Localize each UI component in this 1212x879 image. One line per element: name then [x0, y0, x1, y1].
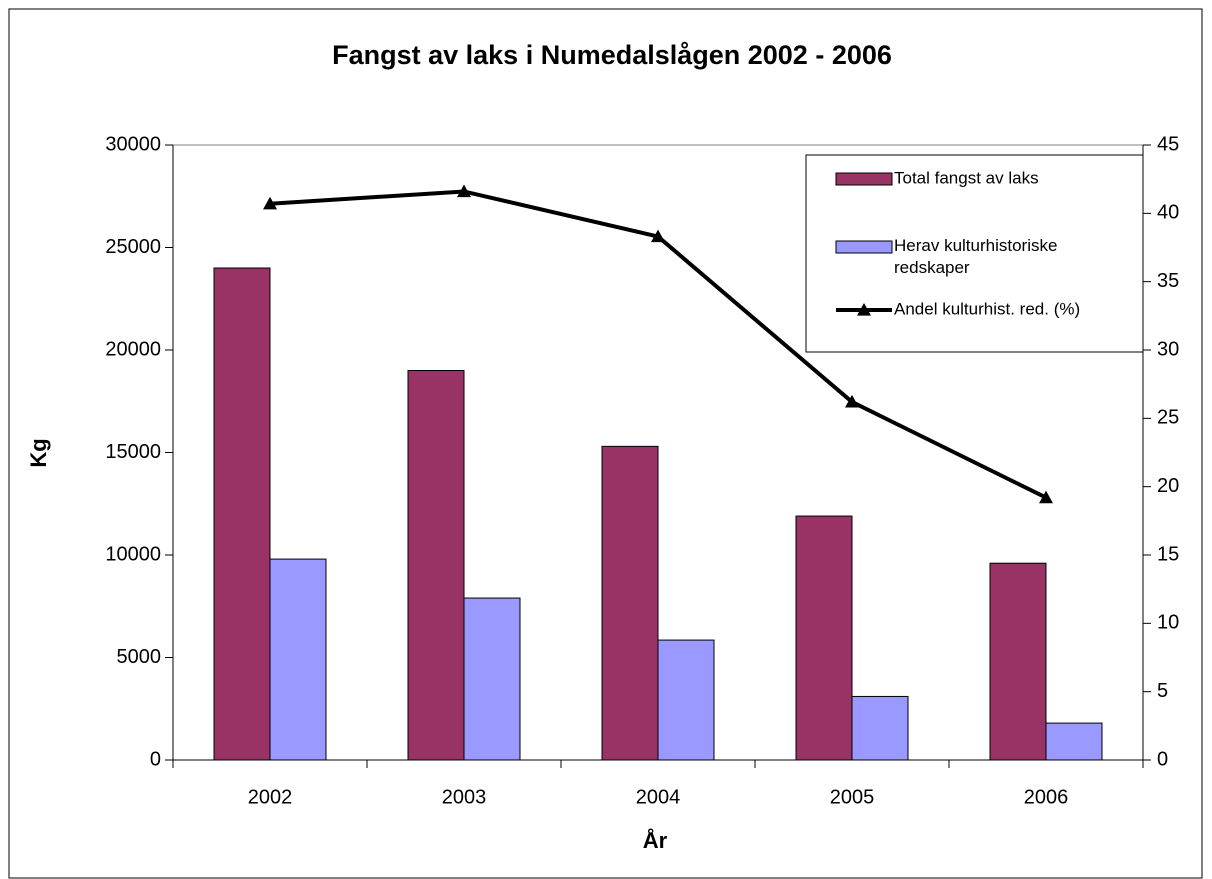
line-marker: [1039, 490, 1053, 504]
bar: [657, 639, 715, 761]
x-tick-label: 2006: [1024, 786, 1069, 808]
y2-tick-label: 15: [1157, 543, 1179, 565]
bar: [213, 267, 271, 761]
y2-tick-label: 20: [1157, 475, 1179, 497]
y-tick-label: 30000: [105, 133, 161, 155]
legend-swatch: [835, 172, 893, 186]
y-tick-label: 5000: [117, 646, 162, 668]
y2-tick-label: 10: [1157, 612, 1179, 634]
y2-tick-label: 30: [1157, 338, 1179, 360]
legend-label-line: Herav kulturhistoriske: [894, 236, 1057, 255]
y-tick-label: 20000: [105, 338, 161, 360]
y2-tick-label: 45: [1157, 133, 1179, 155]
legend-label-line: redskaper: [894, 258, 970, 277]
x-tick-label: 2004: [636, 786, 681, 808]
bar: [795, 515, 853, 761]
y2-tick-label: 25: [1157, 407, 1179, 429]
y2-tick-label: 5: [1157, 680, 1168, 702]
y2-tick-label: 0: [1157, 748, 1168, 770]
legend-label: Total fangst av laks: [894, 168, 1039, 187]
bar: [989, 562, 1047, 761]
bar: [463, 597, 521, 761]
y-tick-label: 0: [150, 748, 161, 770]
bar: [407, 370, 465, 761]
y-tick-label: 10000: [105, 543, 161, 565]
legend-label: Herav kulturhistoriske redskaper: [894, 236, 1057, 277]
x-tick-label: 2005: [830, 786, 875, 808]
legend: Total fangst av laks Herav kulturhistoris…: [805, 154, 1144, 353]
y2-tick-label: 40: [1157, 202, 1179, 224]
legend-swatch: [835, 240, 893, 254]
y-tick-label: 25000: [105, 236, 161, 258]
chart-title: Fangst av laks i Numedalslågen 2002 - 20…: [332, 40, 892, 70]
x-tick-label: 2003: [442, 786, 487, 808]
bar: [1045, 722, 1103, 761]
line-marker: [263, 196, 277, 210]
bar: [269, 558, 327, 761]
line-marker: [845, 394, 859, 408]
legend-label: Andel kulturhist. red. (%): [894, 299, 1080, 318]
legend-marker: [857, 303, 871, 316]
bar: [601, 445, 659, 761]
x-tick-label: 2002: [248, 786, 293, 808]
line-marker: [651, 229, 665, 243]
y2-tick-label: 35: [1157, 270, 1179, 292]
x-axis-label: År: [643, 827, 668, 853]
line-marker: [457, 184, 471, 198]
y-axis-label: Kg: [26, 438, 51, 467]
y-tick-label: 15000: [105, 441, 161, 463]
bar: [851, 695, 909, 761]
